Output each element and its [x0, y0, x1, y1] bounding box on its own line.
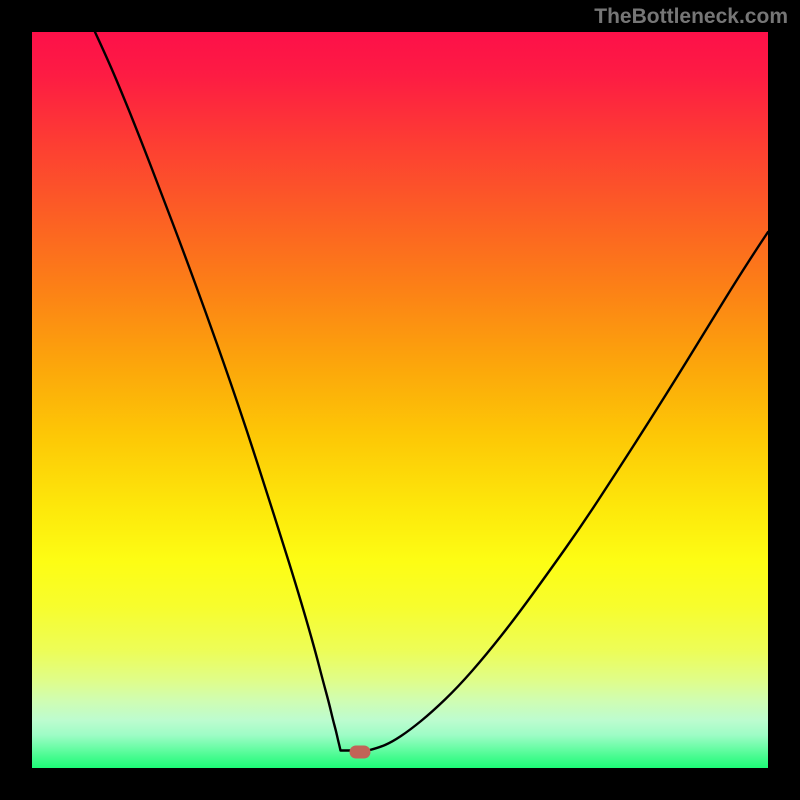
chart-stage: TheBottleneck.com [0, 0, 800, 800]
optimal-point-marker [350, 746, 371, 759]
bottleneck-chart [0, 0, 800, 800]
source-attribution-label: TheBottleneck.com [594, 5, 788, 29]
